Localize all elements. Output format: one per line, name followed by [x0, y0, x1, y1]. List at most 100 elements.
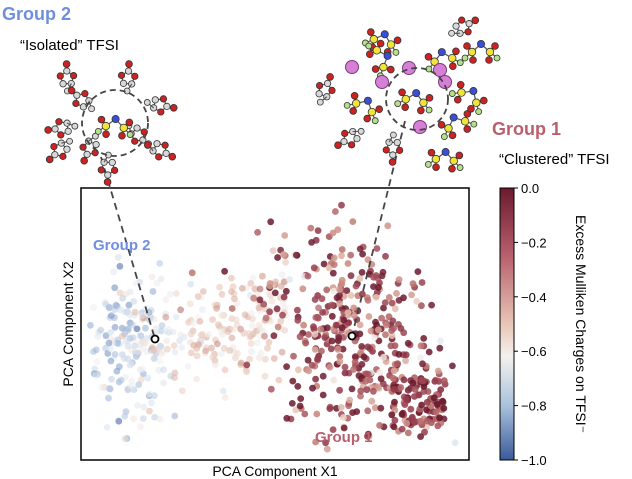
atom	[62, 60, 71, 68]
scatter-point	[246, 330, 253, 337]
scatter-point	[144, 338, 151, 346]
scatter-point	[294, 316, 302, 324]
atom	[367, 28, 375, 36]
scatter-point	[439, 397, 446, 405]
scatter-point	[162, 296, 170, 304]
scatter-point	[420, 377, 427, 385]
atom	[401, 103, 409, 112]
scatter-point	[256, 285, 264, 293]
scatter-point	[357, 392, 364, 400]
scatter-point	[402, 357, 409, 365]
scatter-point	[358, 343, 366, 350]
atom	[449, 62, 457, 71]
scatter-point	[94, 333, 102, 340]
scatter-point	[418, 279, 426, 286]
scatter-point	[283, 414, 291, 422]
x-axis-label: PCA Component X1	[212, 463, 338, 479]
scatter-point	[356, 245, 364, 253]
atom	[419, 98, 428, 107]
scatter-point	[311, 346, 319, 353]
scatter-point	[156, 358, 164, 365]
scatter-point	[187, 349, 195, 357]
scatter-point	[162, 313, 170, 321]
scatter-point	[436, 414, 443, 422]
atom	[456, 164, 464, 171]
scatter-point	[137, 332, 145, 340]
atom	[371, 117, 379, 125]
scatter-point	[404, 386, 412, 394]
scatter-point	[106, 345, 114, 353]
scatter-point	[356, 321, 364, 329]
atom	[125, 118, 134, 127]
atom	[453, 95, 462, 104]
scatter-point	[117, 376, 125, 384]
colorbar-tick-label: −0.4	[521, 290, 547, 305]
scatter-point	[370, 283, 377, 290]
scatter-point	[290, 352, 297, 360]
scatter-point	[363, 370, 370, 378]
atom	[151, 96, 159, 104]
scatter-point	[254, 339, 261, 347]
atom	[449, 113, 458, 122]
scatter-point	[385, 294, 393, 301]
scatter-point	[367, 327, 375, 335]
scatter-point	[398, 410, 406, 418]
scatter-point	[308, 239, 315, 246]
scatter-point	[237, 359, 245, 367]
scatter-point	[269, 247, 277, 255]
scatter-point	[219, 387, 227, 395]
scatter-point	[280, 251, 287, 258]
scatter-point	[144, 374, 152, 382]
scatter-point	[341, 363, 349, 371]
scatter-point	[313, 410, 321, 418]
atom	[341, 129, 349, 138]
atom	[448, 90, 456, 97]
scatter-point	[398, 425, 406, 433]
scatter-point	[403, 419, 411, 427]
scatter-point	[340, 316, 348, 324]
atom	[351, 99, 361, 108]
atom	[143, 99, 151, 106]
scatter-point	[312, 375, 319, 383]
atom	[153, 140, 161, 148]
scatter-point	[274, 254, 281, 261]
atom	[64, 127, 72, 135]
atom	[334, 141, 342, 150]
atom	[427, 148, 436, 157]
group2-highlight-point	[150, 334, 160, 344]
scatter-point	[151, 413, 159, 421]
atom	[382, 146, 390, 154]
scatter-point	[211, 356, 219, 364]
scatter-point	[221, 267, 229, 275]
scatter-point	[423, 406, 430, 414]
scatter-points	[87, 201, 459, 453]
atom	[349, 107, 357, 115]
scatter-point	[228, 305, 236, 312]
atom	[452, 22, 460, 30]
scatter-point	[111, 284, 119, 292]
group1-highlight-point	[347, 331, 357, 341]
scatter-point	[364, 343, 372, 351]
scatter-point	[330, 261, 338, 268]
colorbar-tick-label: 0.0	[521, 181, 539, 196]
scatter-point	[218, 350, 226, 358]
scatter-point	[417, 354, 424, 362]
scatter-point	[325, 264, 333, 272]
scatter-point	[370, 273, 377, 281]
atom	[88, 105, 95, 113]
scatter-point	[364, 432, 371, 440]
scatter-point	[421, 428, 428, 436]
scatter-point	[417, 433, 424, 440]
scatter-point	[281, 327, 289, 334]
scatter-point	[176, 337, 183, 344]
scatter-point	[319, 391, 327, 399]
atom	[372, 46, 382, 55]
scatter-point	[193, 345, 201, 352]
atom	[412, 89, 421, 98]
atom	[455, 151, 464, 160]
scatter-point	[251, 285, 259, 293]
atom	[448, 131, 457, 140]
atom	[470, 120, 478, 128]
scatter-point	[260, 300, 268, 308]
scatter-point	[149, 288, 157, 295]
